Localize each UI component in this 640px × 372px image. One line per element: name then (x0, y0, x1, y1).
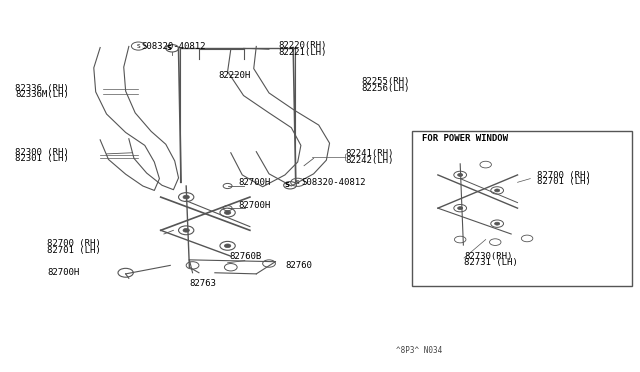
Circle shape (458, 173, 463, 176)
Text: 82700 (RH): 82700 (RH) (537, 171, 591, 180)
Bar (412, 131, 632, 286)
Text: 82701 (LH): 82701 (LH) (537, 177, 591, 186)
Text: 82221(LH): 82221(LH) (278, 48, 327, 57)
Text: 82701 (LH): 82701 (LH) (47, 246, 101, 255)
Text: 82220(RH): 82220(RH) (278, 41, 327, 50)
Text: 82763: 82763 (189, 279, 216, 288)
Circle shape (225, 244, 231, 248)
Text: 82336M(LH): 82336M(LH) (15, 90, 69, 99)
Text: 82241(RH): 82241(RH) (346, 149, 394, 158)
Text: 82700H: 82700H (239, 178, 271, 187)
Text: ^8P3^ N034: ^8P3^ N034 (396, 346, 443, 355)
Text: 82700 (RH): 82700 (RH) (47, 240, 101, 248)
Text: S08320-40812: S08320-40812 (141, 42, 206, 51)
Text: FOR POWER WINDOW: FOR POWER WINDOW (422, 134, 508, 143)
Circle shape (495, 222, 500, 225)
Circle shape (183, 228, 189, 232)
Circle shape (225, 211, 231, 214)
Text: 82301 (LH): 82301 (LH) (15, 154, 69, 163)
Text: 82700H: 82700H (47, 268, 79, 277)
Text: S08320-40812: S08320-40812 (301, 178, 365, 187)
Circle shape (495, 189, 500, 192)
Text: 82255(RH): 82255(RH) (362, 77, 410, 86)
Text: 82220H: 82220H (218, 71, 250, 80)
Text: S: S (166, 45, 172, 51)
Text: 82300 (RH): 82300 (RH) (15, 148, 69, 157)
Text: S: S (136, 44, 140, 49)
Text: 82730(RH): 82730(RH) (464, 251, 513, 261)
Text: 82256(LH): 82256(LH) (362, 84, 410, 93)
Text: 82700H: 82700H (239, 201, 271, 210)
Text: 82336 (RH): 82336 (RH) (15, 84, 69, 93)
Circle shape (458, 207, 463, 210)
Text: S: S (284, 182, 289, 188)
Circle shape (183, 195, 189, 199)
Text: 82760B: 82760B (230, 252, 262, 262)
Text: 82242(LH): 82242(LH) (346, 155, 394, 165)
Text: 82731 (LH): 82731 (LH) (464, 258, 518, 267)
Text: S: S (296, 180, 300, 185)
Text: 82760: 82760 (285, 261, 312, 270)
